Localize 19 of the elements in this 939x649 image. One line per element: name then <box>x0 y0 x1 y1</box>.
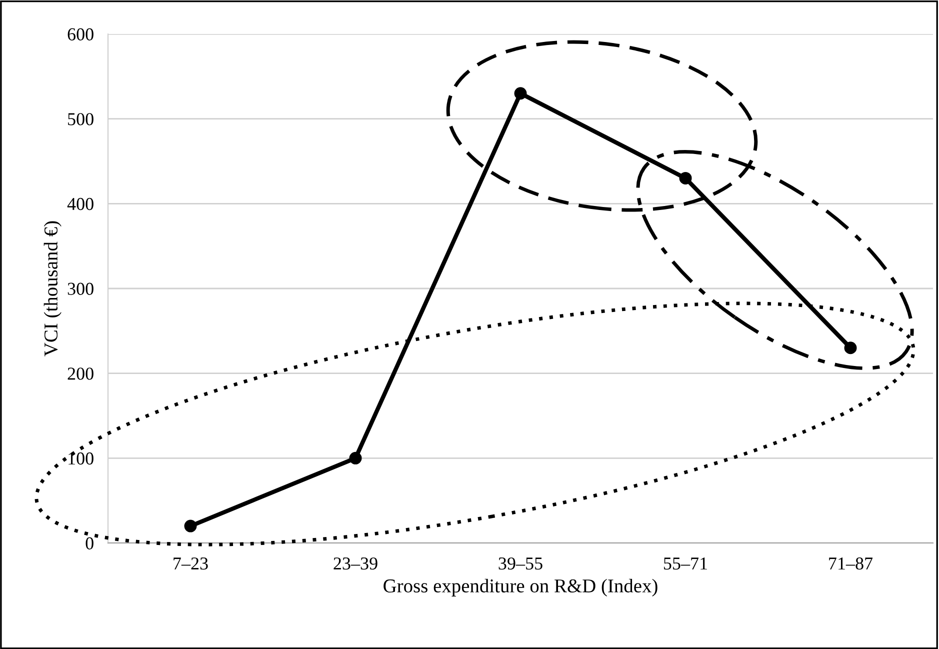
x-axis-title: Gross expenditure on R&D (Index) <box>384 578 658 596</box>
y-tick-label: 400 <box>67 198 94 210</box>
point <box>349 452 362 464</box>
y-tick-label: 0 <box>86 537 94 550</box>
y-tick-label: 200 <box>68 368 94 380</box>
y-axis-title: VCI (thousand €) <box>44 221 62 356</box>
point <box>844 342 857 354</box>
x-tick-label: 7–23 <box>174 557 208 570</box>
x-tick-label: 23–39 <box>334 557 378 570</box>
point <box>514 87 527 100</box>
y-tick-label: 100 <box>68 452 94 465</box>
x-tick-label: 39–55 <box>498 557 542 570</box>
x-tick-label: 71–87 <box>829 557 873 570</box>
y-tick-label: 300 <box>68 282 94 295</box>
y-tick-label: 600 <box>68 28 94 40</box>
y-tick-label: 500 <box>68 113 94 126</box>
point <box>679 172 692 184</box>
x-tick-label: 55–71 <box>664 558 707 570</box>
point <box>184 520 197 532</box>
